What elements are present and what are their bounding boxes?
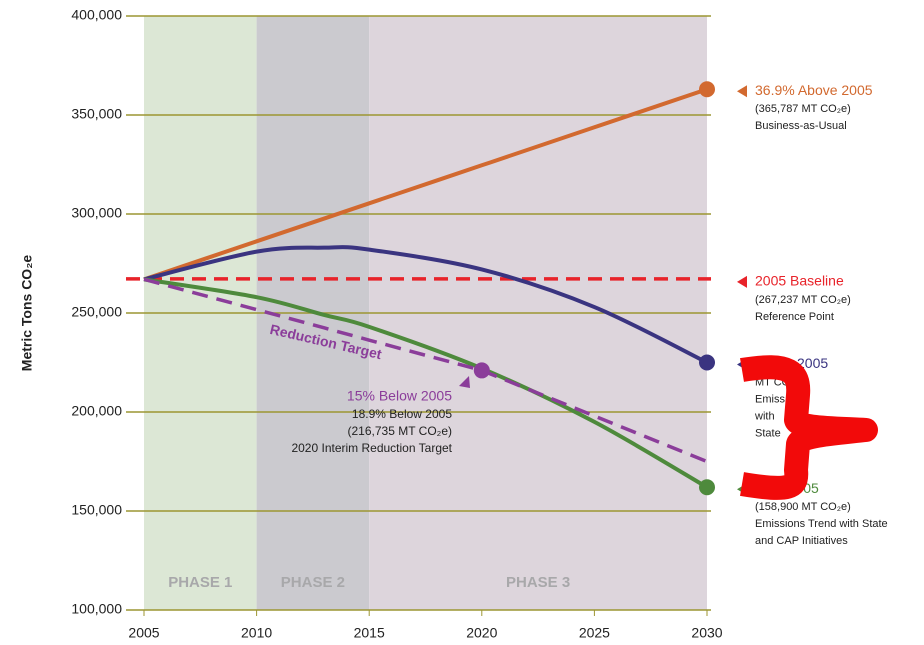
series-line xyxy=(143,277,709,489)
series-note: Emiss xyxy=(755,393,785,405)
series-marker xyxy=(699,479,715,496)
annotation-title: 15% Below 2005 xyxy=(347,388,452,404)
series-note: Reference Point xyxy=(755,311,834,323)
series-line xyxy=(143,245,708,365)
series-label: 2005 Baseline xyxy=(755,273,844,289)
phase-label: PHASE 1 xyxy=(168,574,232,591)
red-bracket xyxy=(740,355,878,500)
series-marker xyxy=(473,362,490,379)
series-marker xyxy=(699,81,715,98)
y-tick-label: 200,000 xyxy=(71,403,122,419)
series-note: State xyxy=(755,427,781,439)
arrow xyxy=(459,376,470,388)
x-tick-label: 2020 xyxy=(466,625,497,641)
x-tick-label: 2030 xyxy=(691,625,722,641)
x-tick-label: 2015 xyxy=(354,625,385,641)
phase-label: PHASE 2 xyxy=(281,574,345,591)
y-tick-label: 150,000 xyxy=(71,502,122,518)
series-marker xyxy=(699,354,715,371)
series-note: (267,237 MT CO₂e) xyxy=(755,294,851,306)
x-tick-label: 2005 xyxy=(128,625,159,641)
y-tick-label: 300,000 xyxy=(71,205,122,221)
y-tick-label: 350,000 xyxy=(71,106,122,122)
y-axis-label: Metric Tons CO₂e xyxy=(19,255,35,372)
y-tick-label: 250,000 xyxy=(71,304,122,320)
label-pointer xyxy=(737,85,747,98)
x-tick-label: 2010 xyxy=(241,625,272,641)
annotation-line: 18.9% Below 2005 xyxy=(352,407,452,421)
y-tick-label: 400,000 xyxy=(71,7,122,23)
series-note: (158,900 MT CO₂e) xyxy=(755,501,851,513)
annotation-line: 2020 Interim Reduction Target xyxy=(291,441,452,455)
annotation-line: (216,735 MT CO₂e) xyxy=(348,424,452,438)
label-pointer xyxy=(737,275,747,288)
series-note: Emissions Trend with State xyxy=(755,518,888,530)
series-note: with xyxy=(754,410,775,422)
series-label: 36.9% Above 2005 xyxy=(755,82,873,98)
series-line xyxy=(143,277,708,464)
series-line xyxy=(143,87,708,282)
series-note: Business-as-Usual xyxy=(755,120,847,132)
y-tick-label: 100,000 xyxy=(71,601,122,617)
series-note: and CAP Initiatives xyxy=(755,535,848,547)
x-tick-label: 2025 xyxy=(579,625,610,641)
phase-label: PHASE 3 xyxy=(506,574,570,591)
series-note: (365,787 MT CO₂e) xyxy=(755,103,851,115)
